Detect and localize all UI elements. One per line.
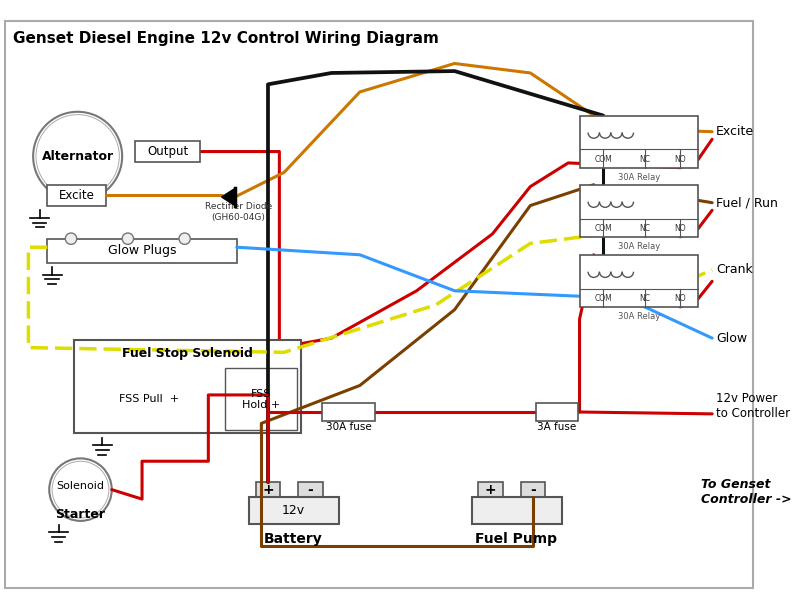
- Bar: [47, 185, 106, 206]
- Bar: [298, 482, 323, 497]
- Circle shape: [33, 112, 122, 201]
- Text: Excite: Excite: [716, 125, 754, 138]
- Text: 30A fuse: 30A fuse: [326, 422, 371, 432]
- Bar: [579, 185, 698, 237]
- Text: COM: COM: [594, 224, 612, 233]
- Circle shape: [122, 233, 134, 244]
- Text: NO: NO: [674, 224, 686, 233]
- Text: 12v Power
to Controller: 12v Power to Controller: [716, 392, 790, 420]
- Text: 30A Relay: 30A Relay: [618, 312, 660, 321]
- Text: +: +: [262, 482, 274, 496]
- Text: To Genset
Controller ->: To Genset Controller ->: [701, 477, 791, 505]
- Text: FSS Pull  +: FSS Pull +: [118, 394, 178, 404]
- Bar: [322, 403, 375, 420]
- Bar: [579, 116, 698, 167]
- Text: FSS
Hold +: FSS Hold +: [242, 389, 281, 410]
- Bar: [471, 497, 562, 524]
- Circle shape: [52, 461, 109, 518]
- Bar: [74, 340, 301, 433]
- Text: NC: NC: [639, 155, 650, 164]
- Text: NO: NO: [674, 294, 686, 303]
- Circle shape: [179, 233, 190, 244]
- Text: Battery: Battery: [264, 532, 323, 546]
- Text: Rectifier Diode
(GH60-04G): Rectifier Diode (GH60-04G): [205, 202, 272, 222]
- Text: NO: NO: [674, 155, 686, 164]
- Text: Excite: Excite: [58, 189, 94, 202]
- Circle shape: [50, 459, 112, 521]
- Bar: [226, 368, 298, 430]
- Text: 3A fuse: 3A fuse: [537, 422, 577, 432]
- Bar: [256, 482, 280, 497]
- Circle shape: [36, 114, 119, 198]
- Text: Fuel / Run: Fuel / Run: [716, 196, 778, 209]
- Text: Fuel Pump: Fuel Pump: [475, 532, 557, 546]
- Text: COM: COM: [594, 294, 612, 303]
- Text: COM: COM: [594, 155, 612, 164]
- Text: +: +: [485, 482, 496, 496]
- Text: NC: NC: [639, 294, 650, 303]
- Text: -: -: [308, 482, 314, 496]
- Text: Fuel Stop Solenoid: Fuel Stop Solenoid: [122, 347, 253, 360]
- Text: NC: NC: [639, 224, 650, 233]
- Text: 30A Relay: 30A Relay: [618, 242, 660, 251]
- Text: Output: Output: [147, 145, 188, 158]
- Text: Solenoid: Solenoid: [57, 481, 105, 491]
- Bar: [579, 255, 698, 307]
- Text: Genset Diesel Engine 12v Control Wiring Diagram: Genset Diesel Engine 12v Control Wiring …: [14, 31, 439, 46]
- Circle shape: [66, 233, 77, 244]
- Polygon shape: [222, 189, 235, 206]
- Text: Glow: Glow: [716, 332, 747, 345]
- Text: Crank: Crank: [716, 264, 753, 276]
- Bar: [135, 141, 200, 162]
- Text: 12v: 12v: [282, 504, 305, 517]
- Text: -: -: [530, 482, 536, 496]
- Text: 30A Relay: 30A Relay: [618, 172, 660, 181]
- Bar: [536, 403, 578, 420]
- Text: Alternator: Alternator: [42, 150, 114, 163]
- Text: Starter: Starter: [55, 508, 106, 521]
- Bar: [521, 482, 546, 497]
- Bar: [478, 482, 503, 497]
- Bar: [249, 497, 339, 524]
- Text: Glow Plugs: Glow Plugs: [108, 244, 176, 258]
- Bar: [47, 239, 237, 263]
